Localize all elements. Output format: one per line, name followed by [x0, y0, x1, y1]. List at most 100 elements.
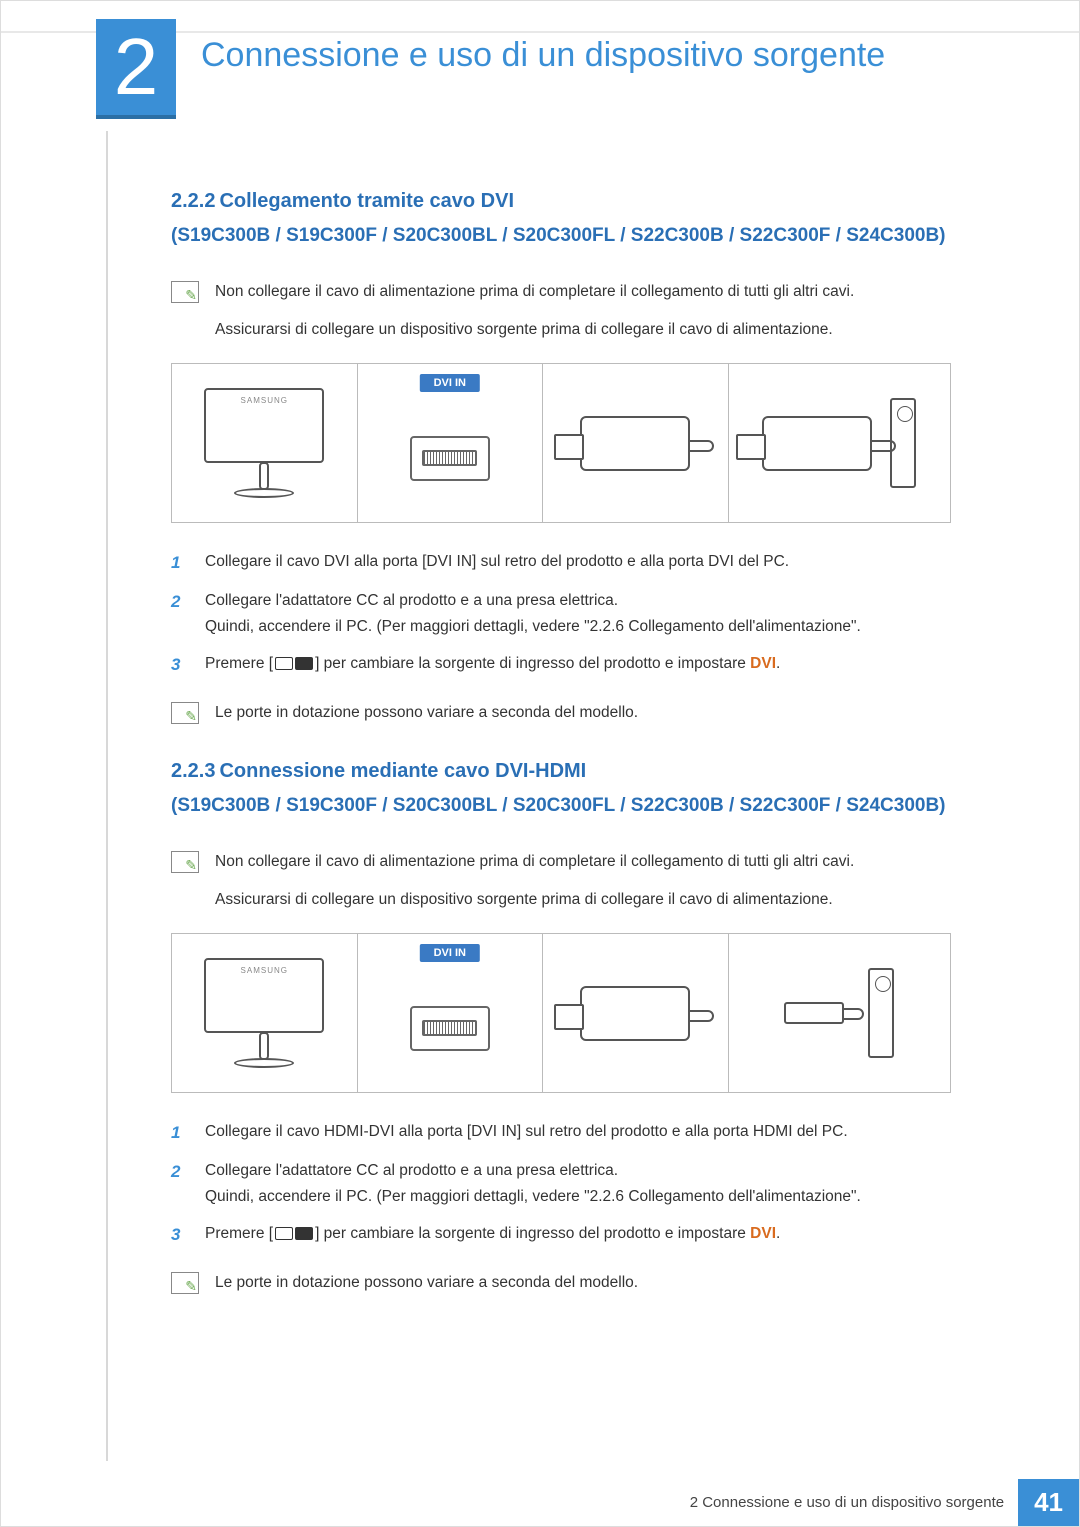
diagram-port-cell: DVI IN [358, 934, 544, 1092]
highlight-dvi: DVI [750, 655, 776, 672]
models-list: (S19C300B / S19C300F / S20C300BL / S20C3… [171, 222, 951, 251]
dvi-plug [580, 416, 690, 471]
monitor-stand [234, 488, 294, 498]
footer-page-number: 41 [1018, 1479, 1079, 1526]
dvi-plug [762, 416, 872, 471]
monitor-illustration: SAMSUNG [204, 958, 324, 1068]
highlight-dvi: DVI [750, 1225, 776, 1242]
section-222: 2.2.2Collegamento tramite cavo DVI (S19C… [171, 186, 951, 726]
models-list: (S19C300B / S19C300F / S20C300BL / S20C3… [171, 792, 951, 821]
step-end: . [776, 655, 780, 672]
step-item: 3 Premere [ ] per cambiare la sorgente di… [171, 1221, 951, 1250]
section-number: 2.2.2 [171, 190, 215, 212]
plug-cable [688, 1010, 714, 1022]
step-text: Collegare l'adattatore CC al prodotto e … [205, 588, 951, 641]
pc-tower [890, 398, 916, 488]
chapter-number-badge: 2 [96, 19, 176, 119]
step-number: 2 [171, 1158, 187, 1211]
step-item: 2 Collegare l'adattatore CC al prodotto … [171, 588, 951, 641]
step-number: 1 [171, 549, 187, 578]
step-text: Premere [ ] per cambiare la sorgente di i… [205, 1221, 951, 1250]
diagram-plug-cell [543, 364, 729, 522]
note-icon [171, 281, 199, 303]
connection-diagram: SAMSUNG DVI IN [171, 933, 951, 1093]
source-button-icon [275, 1227, 313, 1240]
step-sub: Collegare l'adattatore CC al prodotto e … [205, 1158, 951, 1184]
section-title: Connessione mediante cavo DVI-HDMI [219, 760, 586, 782]
note-line: Assicurarsi di collegare un dispositivo … [215, 317, 854, 343]
diagram-monitor-cell: SAMSUNG [172, 934, 358, 1092]
plug-cable [688, 440, 714, 452]
hdmi-plug [784, 1002, 844, 1024]
monitor-neck [259, 462, 269, 490]
step-item: 3 Premere [ ] per cambiare la sorgente di… [171, 651, 951, 680]
diagram-pc-cell [729, 934, 950, 1092]
steps-list: 1 Collegare il cavo HDMI-DVI alla porta … [171, 1119, 951, 1249]
section-number: 2.2.3 [171, 760, 215, 782]
step-number: 2 [171, 588, 187, 641]
step-sub: Quindi, accendere il PC. (Per maggiori d… [205, 614, 951, 640]
source-button-icon [275, 657, 313, 670]
plug-cable [842, 1008, 864, 1020]
step-number: 3 [171, 651, 187, 680]
diagram-pc-cell [729, 364, 950, 522]
diagram-monitor-cell: SAMSUNG [172, 364, 358, 522]
section-title: Collegamento tramite cavo DVI [219, 190, 514, 212]
step-text: Collegare l'adattatore CC al prodotto e … [205, 1158, 951, 1211]
step-item: 1 Collegare il cavo HDMI-DVI alla porta … [171, 1119, 951, 1148]
monitor-screen: SAMSUNG [204, 958, 324, 1033]
diagram-port-cell: DVI IN [358, 364, 544, 522]
content-area: 2.2.2Collegamento tramite cavo DVI (S19C… [171, 186, 951, 1316]
monitor-brand: SAMSUNG [206, 396, 322, 405]
step-sub: Quindi, accendere il PC. (Per maggiori d… [205, 1184, 951, 1210]
note-text: Non collegare il cavo di alimentazione p… [215, 849, 854, 914]
port-plate [410, 436, 490, 481]
note-text: Le porte in dotazione possono variare a … [215, 700, 638, 726]
step-number: 1 [171, 1119, 187, 1148]
section-heading: 2.2.2Collegamento tramite cavo DVI [171, 186, 951, 216]
step-end: . [776, 1225, 780, 1242]
footer-text: 2 Connessione e uso di un dispositivo so… [690, 1494, 1004, 1511]
step-text: Collegare il cavo DVI alla porta [DVI IN… [205, 549, 951, 578]
note-line: Assicurarsi di collegare un dispositivo … [215, 887, 854, 913]
section-heading: 2.2.3Connessione mediante cavo DVI-HDMI [171, 756, 951, 786]
note-icon [171, 702, 199, 724]
note-icon [171, 851, 199, 873]
step-item: 1 Collegare il cavo DVI alla porta [DVI … [171, 549, 951, 578]
port-label: DVI IN [420, 944, 480, 962]
step-item: 2 Collegare l'adattatore CC al prodotto … [171, 1158, 951, 1211]
chapter-title: Connessione e uso di un dispositivo sorg… [201, 36, 885, 75]
note-block: Non collegare il cavo di alimentazione p… [171, 849, 951, 914]
step-text: Collegare il cavo HDMI-DVI alla porta [D… [205, 1119, 951, 1148]
step-text: Premere [ ] per cambiare la sorgente di i… [205, 651, 951, 680]
step-sub: Collegare l'adattatore CC al prodotto e … [205, 588, 951, 614]
note-block: Non collegare il cavo di alimentazione p… [171, 279, 951, 344]
note-icon [171, 1272, 199, 1294]
left-rule [106, 131, 108, 1461]
step-pre: Premere [ [205, 655, 273, 672]
steps-list: 1 Collegare il cavo DVI alla porta [DVI … [171, 549, 951, 679]
note-text: Le porte in dotazione possono variare a … [215, 1270, 638, 1296]
monitor-screen: SAMSUNG [204, 388, 324, 463]
step-number: 3 [171, 1221, 187, 1250]
monitor-stand [234, 1058, 294, 1068]
step-post: ] per cambiare la sorgente di ingresso d… [315, 1225, 750, 1242]
pc-tower [868, 968, 894, 1058]
chapter-number: 2 [114, 21, 159, 113]
note-line: Non collegare il cavo di alimentazione p… [215, 279, 854, 305]
port-slot [422, 1020, 477, 1036]
step-pre: Premere [ [205, 1225, 273, 1242]
port-slot [422, 450, 477, 466]
port-label: DVI IN [420, 374, 480, 392]
note-line: Non collegare il cavo di alimentazione p… [215, 849, 854, 875]
port-plate [410, 1006, 490, 1051]
note-block: Le porte in dotazione possono variare a … [171, 700, 951, 726]
note-text: Non collegare il cavo di alimentazione p… [215, 279, 854, 344]
dvi-plug [580, 986, 690, 1041]
diagram-plug-cell [543, 934, 729, 1092]
monitor-illustration: SAMSUNG [204, 388, 324, 498]
page: 2 Connessione e uso di un dispositivo so… [0, 0, 1080, 1527]
monitor-neck [259, 1032, 269, 1060]
step-post: ] per cambiare la sorgente di ingresso d… [315, 655, 750, 672]
connection-diagram: SAMSUNG DVI IN [171, 363, 951, 523]
